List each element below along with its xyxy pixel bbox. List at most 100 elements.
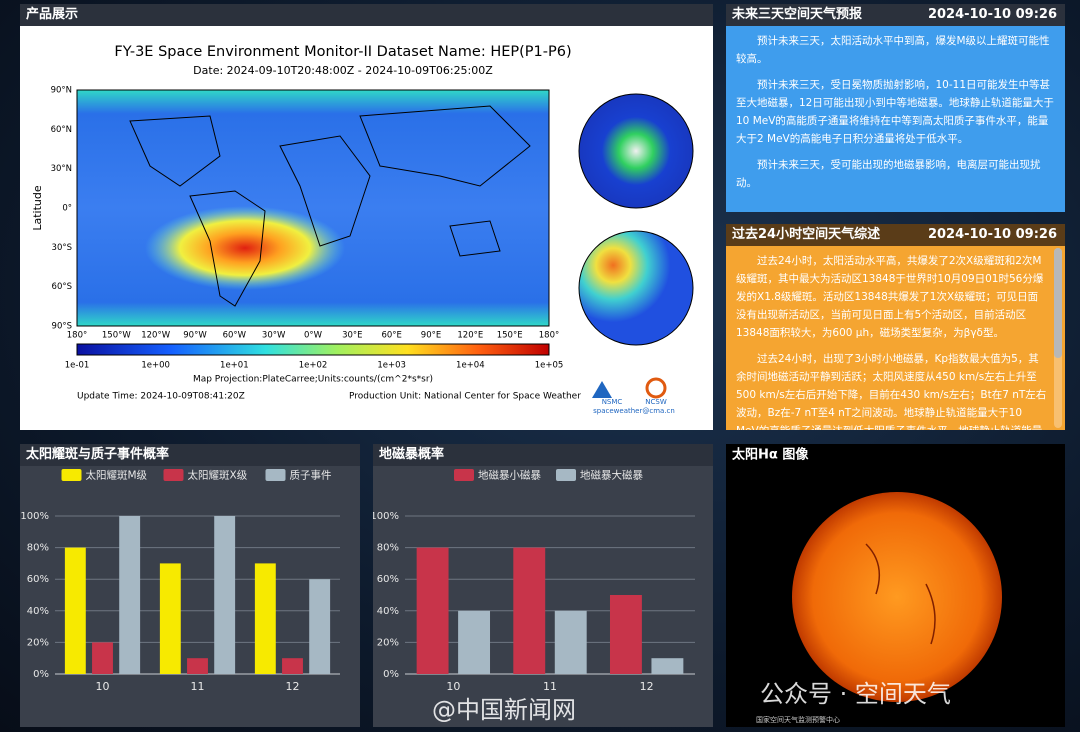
y-tick-label: 20% [27,637,49,648]
nsmc-logo [592,381,612,398]
colorbar-label: 1e+01 [220,361,249,371]
legend-swatch [265,469,286,481]
title: 过去24小时空间天气综述 [732,227,881,242]
website: spaceweather@cma.cn [593,407,675,415]
watermark: 公众号 · 空间天气 [760,680,951,708]
legend-label: 太阳耀斑X级 [188,469,248,482]
lon-label: 60°W [223,331,247,341]
bar [119,516,141,674]
bar [609,595,642,674]
x-tick-label: 11 [191,680,205,693]
sun-image: 太阳Hα 图像 国家空间天气监测预警中心 [726,444,1065,727]
lon-label: 150°W [102,331,131,341]
south-polar-map [578,230,694,346]
map-product: FY-3E Space Environment Monitor-II Datas… [20,26,713,430]
y-tick-label: 60% [377,574,399,585]
bar [282,658,303,674]
bar [416,547,449,674]
chart-title: 地磁暴概率 [373,444,713,466]
legend-label: 质子事件 [290,469,332,482]
panel-title: 产品展示 [20,4,713,26]
paragraph: 预计未来三天，受可能出现的地磁暴影响，电离层可能出现扰动。 [736,159,1041,189]
bar [64,547,86,674]
lon-label: 90°W [183,331,207,341]
y-tick-label: 20% [377,637,399,648]
paragraph: 过去24小时，出现了3小时小地磁暴，Kp指数最大值为5，其余时间地磁活动平静到活… [736,353,1047,430]
anomaly-region [145,206,345,290]
legend-swatch [61,469,82,481]
lon-label: 180° [539,331,559,341]
lon-label: 0°W [304,331,323,341]
scrollbar[interactable] [1054,248,1062,428]
colorbar-label: 1e+05 [535,361,564,371]
y-tick-label: 40% [377,606,399,617]
bar [309,579,331,674]
y-tick-label: 40% [27,606,49,617]
lon-label: 60°E [381,331,401,341]
colorbar-label: 1e-01 [65,361,90,371]
y-tick-label: 80% [377,543,399,554]
forecast-text: 预计未来三天，太阳活动水平中到高，爆发M级以上耀斑可能性较高。 预计未来三天，受日… [726,26,1065,212]
legend-swatch [163,469,184,481]
y-tick-label: 80% [27,543,49,554]
bar [651,658,684,674]
coastlines [129,105,531,307]
legend-label: 地磁暴大磁暴 [580,469,643,482]
x-tick-label: 12 [640,680,654,693]
y-tick-label: 0% [383,669,399,680]
chart: 0% 20% 40% 60% 80% 100% 10 11 12 地磁暴小磁暴 地磁暴大磁暴 [373,469,695,693]
lon-label: 120°W [141,331,170,341]
lon-label: 180° [67,331,87,341]
watermark: @中国新闻网 [432,696,576,724]
scroll-thumb[interactable] [1054,248,1062,358]
update-time: Update Time: 2024-10-09T08:41:20Z [77,392,245,402]
colorbar-label: 1e+00 [141,361,170,371]
panel-title: 过去24小时空间天气综述 2024-10-10 09:26 [726,224,1065,246]
lat-label: 30°S [52,243,72,253]
bar [92,642,113,674]
y-tick-label: 60% [27,574,49,585]
y-tick-label: 100% [20,511,49,522]
panel-title: 太阳Hα 图像 [731,447,809,463]
x-tick-label: 12 [286,680,300,693]
lon-label: 120°E [457,331,483,341]
bar [458,610,491,674]
legend-label: 太阳耀斑M级 [86,469,148,482]
bar [554,610,587,674]
colorbar [76,343,550,356]
colorbar-label: 1e+02 [299,361,328,371]
title: 未来三天空间天气预报 [732,7,863,22]
summary-text: 过去24小时，太阳活动水平高，共爆发了2次X级耀斑和2次M级耀斑，其中最大为活动… [726,246,1065,430]
sun-disk [792,492,1002,702]
filaments [865,543,936,645]
bar [214,516,236,674]
map-title: FY-3E Space Environment Monitor-II Datas… [114,44,571,60]
issue-time: 2024-10-10 09:26 [927,227,1057,242]
lat-label: 60°S [52,282,72,292]
projection-note: Map Projection:PlateCarree;Units:counts/… [193,375,433,385]
colorbar-label: 1e+04 [456,361,485,371]
lat-label: 90°N [51,86,72,96]
y-tick-label: 100% [373,511,399,522]
panel-title: 未来三天空间天气预报 2024-10-10 09:26 [726,4,1065,26]
production-unit: Production Unit: National Center for Spa… [349,392,581,402]
lat-label: 90°S [52,322,72,332]
paragraph: 过去24小时，太阳活动水平高，共爆发了2次X级耀斑和2次M级耀斑，其中最大为活动… [736,255,1044,339]
colorbar-label: 1e+03 [377,361,406,371]
lat-label: 60°N [51,125,72,135]
bar [187,658,208,674]
map-area [76,89,550,327]
x-tick-label: 11 [543,680,557,693]
x-tick-label: 10 [446,680,460,693]
logo-label: NCSW [645,398,667,406]
lat-label: 0° [62,204,72,214]
bar [513,547,546,674]
chart: 0% 20% 40% 60% 80% 100% 10 11 12 太阳耀斑M级 太阳耀斑X级 质子事件 [20,469,340,693]
legend-swatch [454,469,474,481]
lon-label: 150°E [497,331,523,341]
paragraph: 预计未来三天，受日冕物质抛射影响，10-11日可能发生中等甚至大地磁暴，12日可… [736,79,1054,145]
issue-time: 2024-10-10 09:26 [927,7,1057,22]
lon-label: 30°W [262,331,286,341]
lon-label: 30°E [342,331,362,341]
